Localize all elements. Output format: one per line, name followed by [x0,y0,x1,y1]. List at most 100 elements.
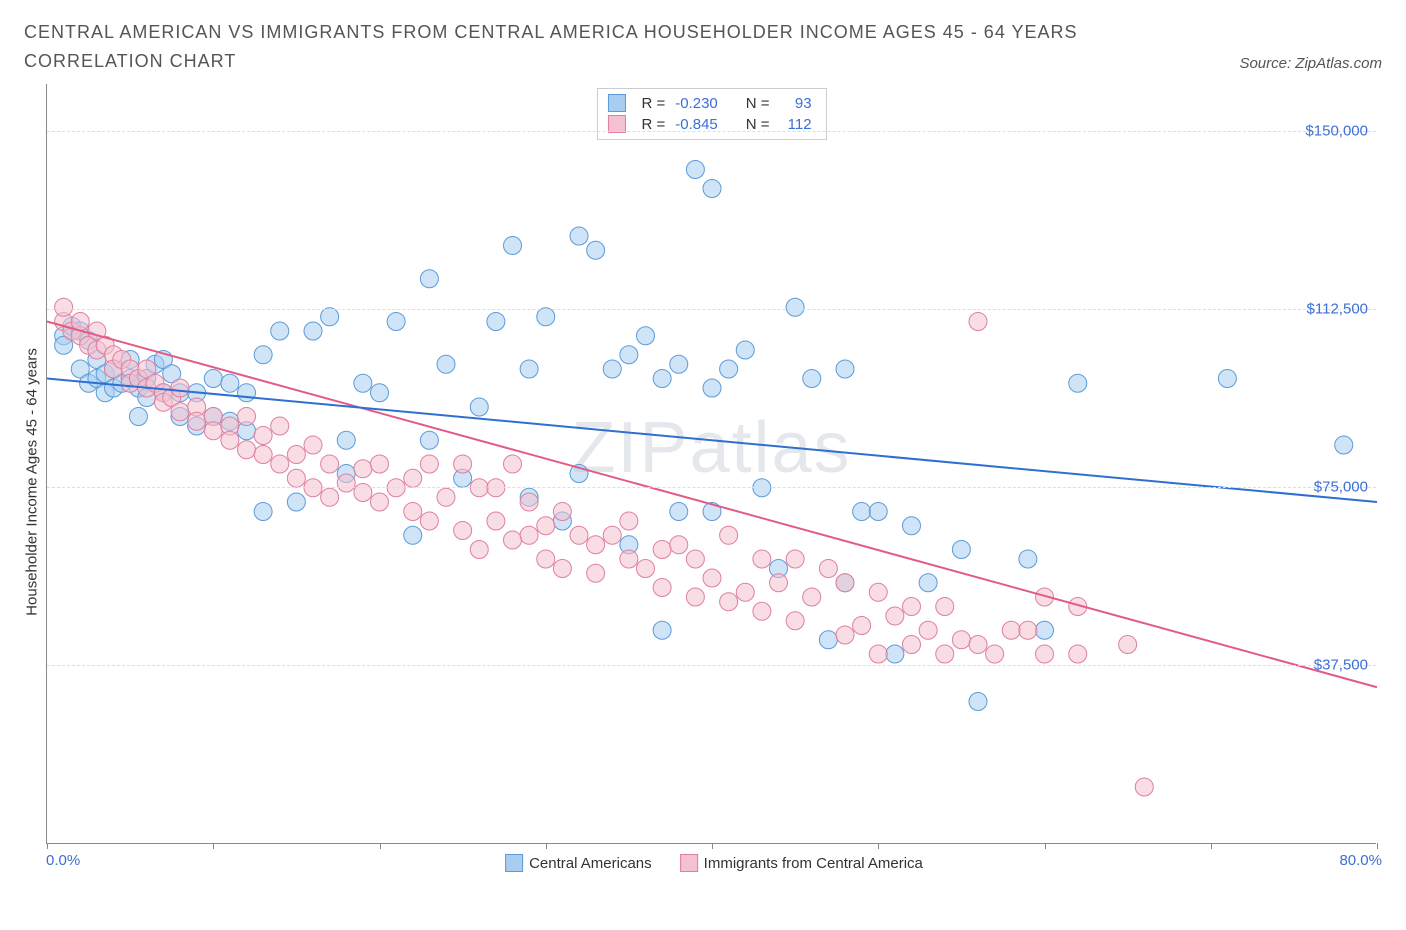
scatter-point [188,398,206,416]
scatter-point [670,355,688,373]
scatter-point [404,526,422,544]
scatter-point [869,645,887,663]
scatter-point [63,322,81,340]
scatter-point [337,474,355,492]
scatter-point [520,360,538,378]
scatter-point [254,445,272,463]
scatter-point [204,407,222,425]
scatter-point [919,573,937,591]
scatter-point [337,464,355,482]
scatter-point [105,360,123,378]
scatter-point [720,360,738,378]
scatter-point [154,350,172,368]
scatter-point [736,583,754,601]
scatter-point [80,336,98,354]
scatter-point [420,455,438,473]
scatter-point [129,379,147,397]
scatter-point [637,326,655,344]
scatter-point [936,597,954,615]
scatter-point [703,502,721,520]
scatter-point [819,630,837,648]
scatter-point [113,374,131,392]
scatter-point [570,526,588,544]
scatter-point [637,559,655,577]
scatter-point [504,455,522,473]
scatter-point [254,502,272,520]
scatter-point [55,326,73,344]
scatter-point [221,412,239,430]
stats-row-a: R = -0.230 N = 93 [607,93,811,114]
x-tick [1211,843,1212,849]
scatter-point [88,341,106,359]
scatter-point [952,540,970,558]
scatter-point [1036,645,1054,663]
scatter-point [1069,597,1087,615]
scatter-point [653,578,671,596]
scatter-point [55,336,73,354]
scatter-point [670,535,688,553]
scatter-point [869,502,887,520]
scatter-point [1019,550,1037,568]
scatter-point [969,635,987,653]
scatter-point [154,393,172,411]
gridline [47,665,1376,666]
scatter-point [454,469,472,487]
scatter-point [71,360,89,378]
x-tick [213,843,214,849]
n-value-a: 93 [780,93,812,114]
scatter-point [736,341,754,359]
scatter-point [71,322,89,340]
scatter-point [337,431,355,449]
scatter-point [520,488,538,506]
scatter-point [221,417,239,435]
scatter-point [537,550,555,568]
scatter-point [836,626,854,644]
scatter-point [903,635,921,653]
x-tick [878,843,879,849]
scatter-point [171,379,189,397]
chart-container: Householder Income Ages 45 - 64 years ZI… [46,84,1382,880]
scatter-point [254,345,272,363]
scatter-point [803,588,821,606]
scatter-point [454,521,472,539]
scatter-point [553,512,571,530]
scatter-point [770,573,788,591]
scatter-point [969,312,987,330]
scatter-point [238,421,256,439]
legend-label-b: Immigrants from Central America [704,855,923,872]
scatter-point [853,616,871,634]
scatter-point [221,374,239,392]
scatter-point [221,431,239,449]
scatter-point [154,383,172,401]
scatter-point [686,588,704,606]
scatter-point [653,540,671,558]
scatter-point [71,326,89,344]
scatter-point [404,469,422,487]
scatter-point [420,512,438,530]
x-tick [1377,843,1378,849]
scatter-point [154,383,172,401]
scatter-point [952,630,970,648]
scatter-point [936,645,954,663]
scatter-point [686,160,704,178]
chart-title: CENTRAL AMERICAN VS IMMIGRANTS FROM CENT… [24,18,1144,76]
scatter-point [1002,621,1020,639]
legend-swatch-a [505,854,523,872]
scatter-point [188,412,206,430]
scatter-point [204,421,222,439]
scatter-point [55,312,73,330]
scatter-point [371,455,389,473]
scatter-point [354,459,372,477]
x-tick [47,843,48,849]
scatter-point [88,369,106,387]
scatter-point [287,493,305,511]
scatter-point [587,535,605,553]
gridline [47,487,1376,488]
scatter-point [703,179,721,197]
y-tick-label: $112,500 [1307,301,1368,318]
scatter-point [437,355,455,373]
scatter-point [587,564,605,582]
scatter-point [238,383,256,401]
scatter-point [55,298,73,316]
r-value-a: -0.230 [675,93,718,114]
